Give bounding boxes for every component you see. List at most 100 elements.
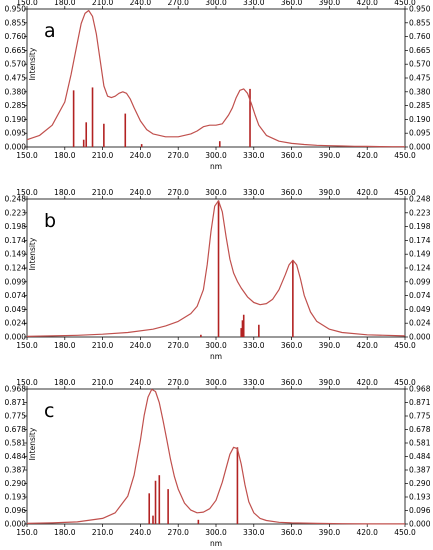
x-tick-label-top: 210.0 xyxy=(92,378,114,387)
y-tick-label-right: 0.190 xyxy=(409,115,431,124)
x-tick-label-bottom: 180.0 xyxy=(54,151,76,160)
panel-label: b xyxy=(44,210,56,232)
y-tick-label-left: 0.223 xyxy=(5,208,27,217)
x-axis-title: nm xyxy=(210,162,222,171)
y-tick-label-left: 0.248 xyxy=(5,195,27,204)
y-tick-label-right: 0.248 xyxy=(409,195,431,204)
plot-frame xyxy=(26,198,406,338)
x-tick-label-bottom: 180.0 xyxy=(54,341,76,350)
x-tick-label-bottom: 270.0 xyxy=(167,341,189,350)
y-tick-label-right: 0.855 xyxy=(409,18,431,27)
spectrum-curve xyxy=(26,200,406,337)
x-tick-label-top: 330.0 xyxy=(243,0,265,7)
x-tick-label-top: 150.0 xyxy=(16,378,38,387)
x-tick-label-bottom: 450.0 xyxy=(394,341,416,350)
chart-panel-c: 150.0 150.0 180.0 180.0 210.0 210.0 240.0 240.0… xyxy=(5,378,431,548)
panel-label: a xyxy=(44,20,56,42)
y-tick-label-left: 0.380 xyxy=(5,87,27,96)
y-tick-label-left: 0.124 xyxy=(5,264,27,273)
y-tick-label-right: 0.198 xyxy=(409,222,431,231)
y-tick-label-left: 0.290 xyxy=(5,479,27,488)
x-tick-label-top: 270.0 xyxy=(167,188,189,197)
y-tick-label-right: 0.096 xyxy=(409,506,431,515)
y-tick-label-left: 0.775 xyxy=(5,412,27,421)
x-tick-label-bottom: 210.0 xyxy=(92,341,114,350)
y-tick-label-left: 0.950 xyxy=(5,5,27,14)
x-tick-label-bottom: 330.0 xyxy=(243,341,265,350)
x-tick-label-bottom: 330.0 xyxy=(243,151,265,160)
y-tick-label-left: 0.484 xyxy=(5,452,27,461)
x-tick-label-bottom: 240.0 xyxy=(130,341,152,350)
y-tick-label-right: 0.074 xyxy=(409,291,431,300)
x-tick-label-bottom: 180.0 xyxy=(54,528,76,537)
x-tick-label-top: 240.0 xyxy=(130,0,152,7)
y-tick-label-left: 0.074 xyxy=(5,291,27,300)
x-tick-label-top: 390.0 xyxy=(319,378,341,387)
y-tick-label-right: 0.149 xyxy=(409,250,431,259)
y-tick-label-left: 0.174 xyxy=(5,236,27,245)
y-tick-label-right: 0.484 xyxy=(409,452,431,461)
y-tick-label-left: 0.760 xyxy=(5,32,27,41)
x-tick-label-bottom: 420.0 xyxy=(356,151,378,160)
y-tick-label-left: 0.024 xyxy=(5,319,27,328)
x-tick-label-top: 240.0 xyxy=(130,378,152,387)
y-tick-label-left: 0.968 xyxy=(5,385,27,394)
y-tick-label-left: 0.570 xyxy=(5,60,27,69)
x-tick-label-bottom: 300.0 xyxy=(205,528,227,537)
y-tick-label-left: 0.581 xyxy=(5,439,27,448)
x-tick-label-top: 210.0 xyxy=(92,0,114,7)
spectrum-curve xyxy=(26,9,405,148)
x-tick-label-top: 390.0 xyxy=(319,0,341,7)
y-tick-label-right: 0.124 xyxy=(409,264,431,273)
y-tick-label-left: 0.096 xyxy=(5,506,27,515)
y-tick-label-right: 0.387 xyxy=(409,466,431,475)
x-tick-label-top: 450.0 xyxy=(394,0,416,7)
y-tick-label-left: 0.095 xyxy=(5,129,27,138)
x-tick-label-top: 180.0 xyxy=(54,0,76,7)
y-tick-label-right: 0.475 xyxy=(409,74,431,83)
x-tick-label-top: 270.0 xyxy=(167,378,189,387)
x-tick-label-bottom: 270.0 xyxy=(167,151,189,160)
y-tick-label-right: 0.174 xyxy=(409,236,431,245)
x-tick-label-bottom: 270.0 xyxy=(167,528,189,537)
y-tick-label-left: 0.149 xyxy=(5,250,27,259)
y-tick-label-left: 0.475 xyxy=(5,74,27,83)
x-tick-label-bottom: 150.0 xyxy=(16,341,38,350)
y-tick-label-right: 0.285 xyxy=(409,101,431,110)
y-tick-label-right: 0.570 xyxy=(409,60,431,69)
y-tick-label-right: 0.223 xyxy=(409,208,431,217)
y-axis-title: Intensity xyxy=(28,237,37,270)
x-tick-label-top: 210.0 xyxy=(92,188,114,197)
x-tick-label-top: 180.0 xyxy=(54,378,76,387)
x-tick-label-bottom: 150.0 xyxy=(16,151,38,160)
x-axis-title: nm xyxy=(210,539,222,548)
x-tick-label-top: 180.0 xyxy=(54,188,76,197)
x-tick-label-top: 300.0 xyxy=(205,188,227,197)
y-tick-label-right: 0.760 xyxy=(409,32,431,41)
plot-frame xyxy=(26,8,406,148)
y-tick-label-right: 0.581 xyxy=(409,439,431,448)
x-tick-label-bottom: 300.0 xyxy=(205,341,227,350)
x-tick-label-bottom: 210.0 xyxy=(92,151,114,160)
y-tick-label-left: 0.193 xyxy=(5,493,27,502)
x-tick-label-top: 270.0 xyxy=(167,0,189,7)
y-tick-label-right: 0.968 xyxy=(409,385,431,394)
y-tick-label-left: 0.000 xyxy=(5,520,27,529)
y-tick-label-right: 0.678 xyxy=(409,425,431,434)
x-tick-label-top: 450.0 xyxy=(394,188,416,197)
y-tick-label-left: 0.000 xyxy=(5,333,27,342)
y-tick-label-left: 0.285 xyxy=(5,101,27,110)
x-tick-label-top: 300.0 xyxy=(205,378,227,387)
x-tick-label-bottom: 360.0 xyxy=(281,528,303,537)
x-tick-label-bottom: 420.0 xyxy=(356,528,378,537)
plot-frame xyxy=(26,388,406,525)
x-tick-label-bottom: 300.0 xyxy=(205,151,227,160)
x-tick-label-bottom: 330.0 xyxy=(243,528,265,537)
y-tick-label-left: 0.855 xyxy=(5,18,27,27)
x-tick-label-bottom: 240.0 xyxy=(130,528,152,537)
y-tick-label-right: 0.095 xyxy=(409,129,431,138)
y-tick-label-left: 0.198 xyxy=(5,222,27,231)
x-tick-label-bottom: 450.0 xyxy=(394,151,416,160)
x-tick-label-top: 300.0 xyxy=(205,0,227,7)
x-tick-label-top: 240.0 xyxy=(130,188,152,197)
